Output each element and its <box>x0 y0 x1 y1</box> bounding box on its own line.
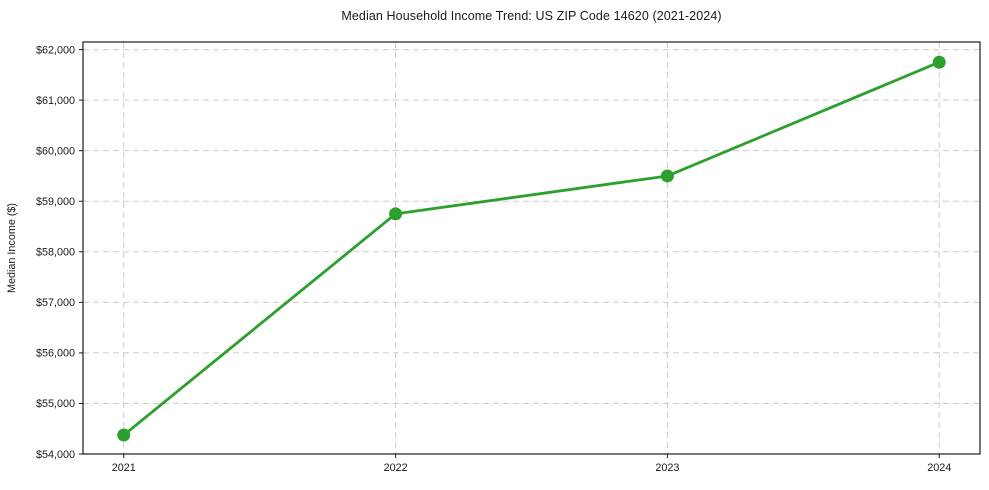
data-point <box>389 207 403 221</box>
y-tick-label: $60,000 <box>36 145 75 157</box>
x-tick-label: 2024 <box>927 462 951 474</box>
y-tick-label: $56,000 <box>36 348 75 360</box>
x-tick-label: 2023 <box>655 462 679 474</box>
y-tick-label: $58,000 <box>36 247 75 259</box>
data-point <box>117 428 131 442</box>
y-tick-label: $62,000 <box>36 44 75 56</box>
x-tick-label: 2021 <box>112 462 136 474</box>
x-tick-label: 2022 <box>384 462 408 474</box>
data-point <box>932 55 946 69</box>
y-axis-label: Median Income ($) <box>6 203 18 293</box>
y-tick-label: $59,000 <box>36 196 75 208</box>
y-tick-label: $61,000 <box>36 95 75 107</box>
plot-border <box>82 41 981 455</box>
y-tick-label: $55,000 <box>36 398 75 410</box>
y-tick-label: $57,000 <box>36 297 75 309</box>
y-tick-label: $54,000 <box>36 449 75 461</box>
chart-title: Median Household Income Trend: US ZIP Co… <box>341 9 722 23</box>
trend-line <box>122 60 941 437</box>
data-point <box>660 169 674 183</box>
